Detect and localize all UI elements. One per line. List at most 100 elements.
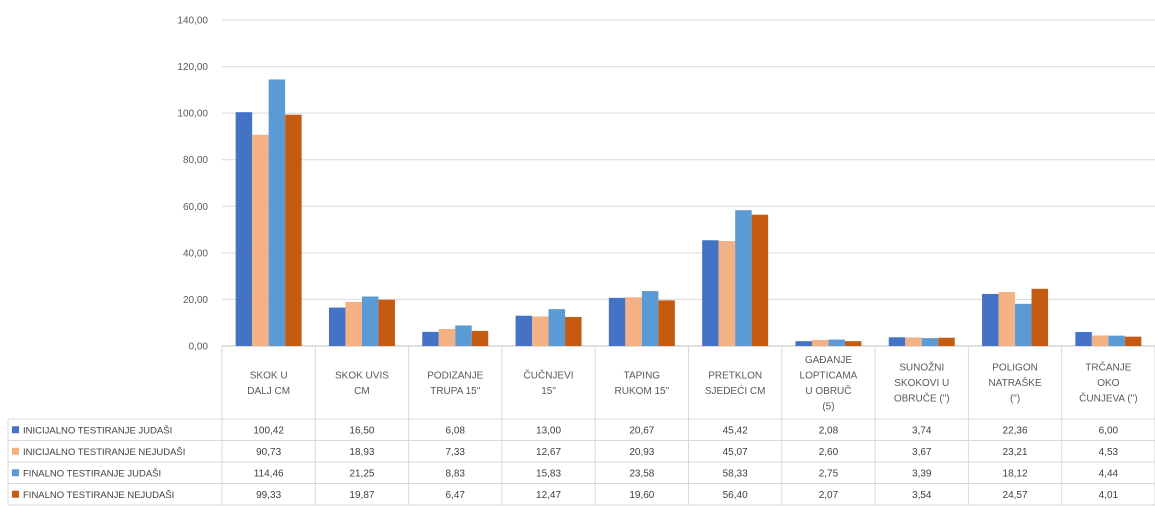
- bar: [658, 300, 675, 346]
- category-label: OBRUČE ("): [894, 392, 950, 405]
- category-label: POLIGON: [992, 363, 1038, 374]
- legend-label: INICIJALNO TESTIRANJE NEJUDAŠI: [23, 447, 185, 458]
- bar: [735, 210, 752, 346]
- bar: [565, 316, 582, 346]
- data-label: 19,60: [629, 490, 654, 501]
- legend-label: FINALNO TESTIRANJE NEJUDAŠI: [23, 490, 174, 501]
- category-label: GAĐANJE: [805, 355, 853, 366]
- category-label: TRČANJE: [1085, 361, 1131, 374]
- data-label: 12,67: [536, 447, 561, 458]
- bar: [921, 338, 939, 346]
- bar: [888, 337, 906, 346]
- data-label: 3,74: [912, 425, 932, 436]
- y-tick-label: 100,00: [177, 109, 208, 120]
- category-label: U OBRUČ: [805, 384, 851, 397]
- data-label: 6,47: [446, 490, 466, 501]
- y-axis-ticks: 0,00 20,00 40,00 60,00 80,00 100,00 120,00 140,…: [177, 16, 208, 353]
- data-label: 3,54: [912, 490, 932, 501]
- category-label: SKOK U: [250, 370, 288, 381]
- bar: [455, 325, 472, 346]
- data-label: 19,87: [349, 490, 374, 501]
- category-label: 15": [541, 386, 556, 397]
- category-label: LOPTICAMA: [800, 370, 858, 381]
- bar: [361, 296, 379, 346]
- category-label: ("): [1010, 394, 1020, 405]
- bars: [235, 79, 1142, 347]
- bar: [438, 328, 456, 346]
- bar: [795, 341, 812, 346]
- bar: [345, 301, 362, 346]
- bar: [1031, 288, 1049, 346]
- category-label: DALJ CM: [247, 386, 290, 397]
- data-label: 3,67: [912, 447, 932, 458]
- bar: [718, 241, 736, 346]
- bar: [938, 337, 955, 346]
- data-label: 16,50: [349, 425, 374, 436]
- category-label: PODIZANJE: [427, 370, 483, 381]
- bar: [811, 339, 829, 346]
- data-label: 90,73: [256, 447, 281, 458]
- bar: [625, 297, 642, 346]
- data-label: 15,83: [536, 468, 561, 479]
- y-tick-label: 120,00: [177, 62, 208, 73]
- data-label: 20,93: [629, 447, 654, 458]
- bar: [285, 114, 302, 346]
- category-label: PRETKLON: [708, 370, 762, 381]
- y-tick-label: 20,00: [183, 295, 208, 306]
- category-label: SUNOŽNI: [899, 361, 944, 374]
- data-label: 18,93: [349, 447, 374, 458]
- data-label: 22,36: [1003, 425, 1028, 436]
- data-label: 12,47: [536, 490, 561, 501]
- category-label: ČUČNJEVI: [524, 368, 574, 381]
- data-label: 23,58: [629, 468, 654, 479]
- legend-swatch: [12, 447, 19, 455]
- data-label: 6,08: [446, 425, 466, 436]
- category-label: SKOKOVI U: [894, 378, 949, 389]
- legend-swatch: [12, 469, 19, 477]
- category-label: (5): [822, 401, 834, 412]
- data-label: 56,40: [723, 490, 748, 501]
- bar: [548, 309, 566, 346]
- legend-swatch: [12, 426, 19, 434]
- data-label: 21,25: [349, 468, 374, 479]
- bar: [515, 315, 533, 346]
- category-label: NATRAŠKE: [988, 376, 1041, 389]
- legend-label: INICIJALNO TESTIRANJE JUDAŠI: [23, 425, 172, 436]
- data-label: 3,39: [912, 468, 932, 479]
- data-label: 2,08: [819, 425, 839, 436]
- bar: [1015, 303, 1032, 346]
- bar: [998, 291, 1016, 346]
- bar: [378, 299, 395, 346]
- data-label: 2,07: [819, 490, 839, 501]
- bar: [844, 341, 862, 346]
- category-label: TAPING: [624, 370, 661, 381]
- category-label: ČUNJEVA ("): [1079, 392, 1137, 405]
- bar: [328, 307, 346, 346]
- data-label: 6,00: [1099, 425, 1119, 436]
- data-label: 114,46: [254, 468, 284, 479]
- bar: [471, 330, 489, 346]
- bar: [1108, 335, 1125, 346]
- category-label: TRUPA 15": [430, 386, 480, 397]
- data-label: 4,01: [1099, 490, 1119, 501]
- data-label: 20,67: [629, 425, 654, 436]
- data-label: 24,57: [1003, 490, 1028, 501]
- data-label: 2,75: [819, 468, 839, 479]
- bar: [702, 240, 719, 346]
- bar: [828, 339, 845, 346]
- data-label: 23,21: [1003, 447, 1028, 458]
- data-label: 18,12: [1003, 468, 1028, 479]
- bar: [1124, 336, 1142, 346]
- bar: [1091, 335, 1109, 346]
- y-tick-label: 0,00: [189, 342, 209, 353]
- data-label: 7,33: [446, 447, 466, 458]
- category-label: SJEDEĆI CM: [705, 384, 766, 397]
- legend-swatch: [12, 490, 19, 498]
- bar: [532, 316, 549, 346]
- bar: [982, 293, 999, 346]
- bar: [422, 331, 439, 346]
- bar: [641, 291, 659, 346]
- y-tick-label: 140,00: [177, 16, 208, 27]
- data-label: 8,83: [446, 468, 466, 479]
